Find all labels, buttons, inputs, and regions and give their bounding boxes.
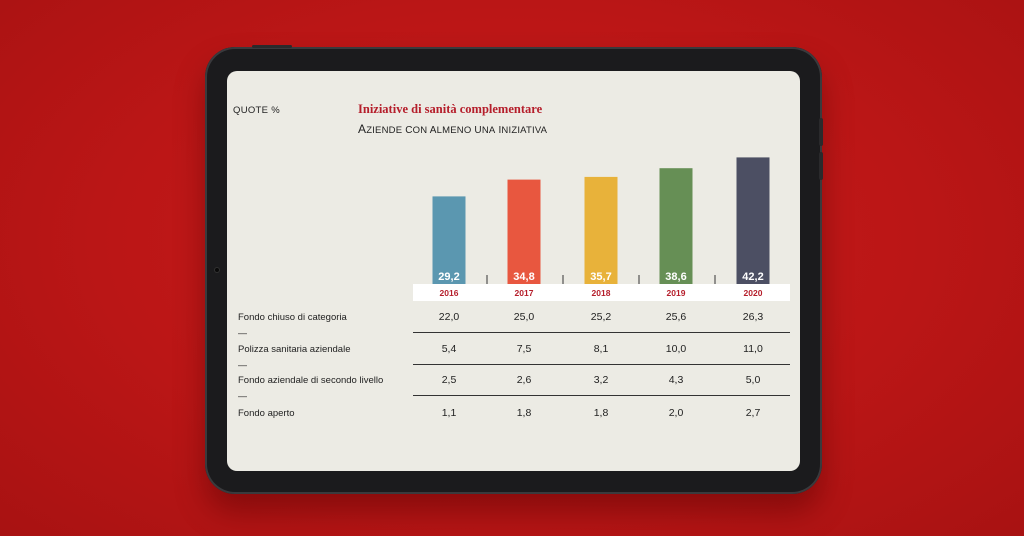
table-cell: 8,1 — [593, 343, 609, 355]
chart-subtitle: AZIENDE CON ALMENO UNA INIZIATIVA — [358, 122, 548, 136]
x-tick-label: 2018 — [592, 288, 611, 298]
table-cell: 3,2 — [593, 374, 609, 386]
table-cell: 1,8 — [593, 407, 609, 419]
x-tick-label: 2020 — [744, 288, 763, 298]
table-row-label: Fondo aziendale di secondo livello — [238, 375, 384, 386]
bar-value-label: 34,8 — [513, 271, 534, 283]
table-cell: 25,0 — [513, 311, 535, 323]
table-cell: 22,0 — [438, 311, 460, 323]
table-cell: 10,0 — [665, 343, 687, 355]
table-cell: 2,6 — [516, 374, 532, 386]
table-cell: 25,2 — [590, 311, 612, 323]
chart-title: Iniziative di sanità complementare — [358, 102, 543, 116]
row-dash: — — [238, 391, 247, 401]
x-tick-label: 2017 — [515, 288, 534, 298]
x-tick-label: 2019 — [667, 288, 686, 298]
volume-button — [819, 152, 823, 180]
table-cell: 2,0 — [668, 407, 684, 419]
bar-2018 — [584, 176, 618, 284]
bar-value-label: 42,2 — [742, 271, 763, 283]
bar-2017 — [507, 179, 541, 284]
table-cell: 25,6 — [665, 311, 687, 323]
table-cell: 4,3 — [668, 374, 684, 386]
table-cell: 5,0 — [745, 374, 761, 386]
row-dash: — — [238, 360, 247, 370]
table-row-label: Polizza sanitaria aziendale — [238, 344, 351, 355]
table-cell: 2,7 — [745, 407, 761, 419]
bar-2020 — [736, 157, 770, 284]
power-button — [252, 45, 292, 48]
year-band — [413, 284, 790, 301]
table-cell: 5,4 — [441, 343, 457, 355]
table-row-label: Fondo aperto — [238, 408, 295, 419]
x-tick-label: 2016 — [440, 288, 459, 298]
bar-2016 — [432, 196, 466, 284]
tablet-screen: QUOTE % Iniziative di sanità complementa… — [227, 71, 800, 471]
row-divider — [413, 332, 790, 333]
table-cell: 11,0 — [743, 343, 763, 355]
row-divider — [413, 395, 790, 396]
table-cell: 1,1 — [441, 407, 457, 419]
table-row-label: Fondo chiuso di categoria — [238, 312, 347, 323]
table-cell: 1,8 — [516, 407, 532, 419]
volume-button — [819, 118, 823, 146]
bar-value-label: 35,7 — [590, 271, 611, 283]
unit-label: QUOTE % — [233, 105, 280, 116]
bar-chart: 29,2 2016 34,8 2017 35,7 2018 38,6 2019 42,2 2020 — [432, 157, 770, 298]
table-cell: 2,5 — [441, 374, 457, 386]
bar-2019 — [659, 168, 693, 284]
camera-icon — [214, 267, 220, 273]
table-cell: 7,5 — [516, 343, 532, 355]
bar-value-label: 29,2 — [438, 271, 459, 283]
bar-value-label: 38,6 — [665, 271, 686, 283]
table-cell: 26,3 — [742, 311, 764, 323]
row-divider — [413, 364, 790, 365]
row-dash: — — [238, 328, 247, 338]
